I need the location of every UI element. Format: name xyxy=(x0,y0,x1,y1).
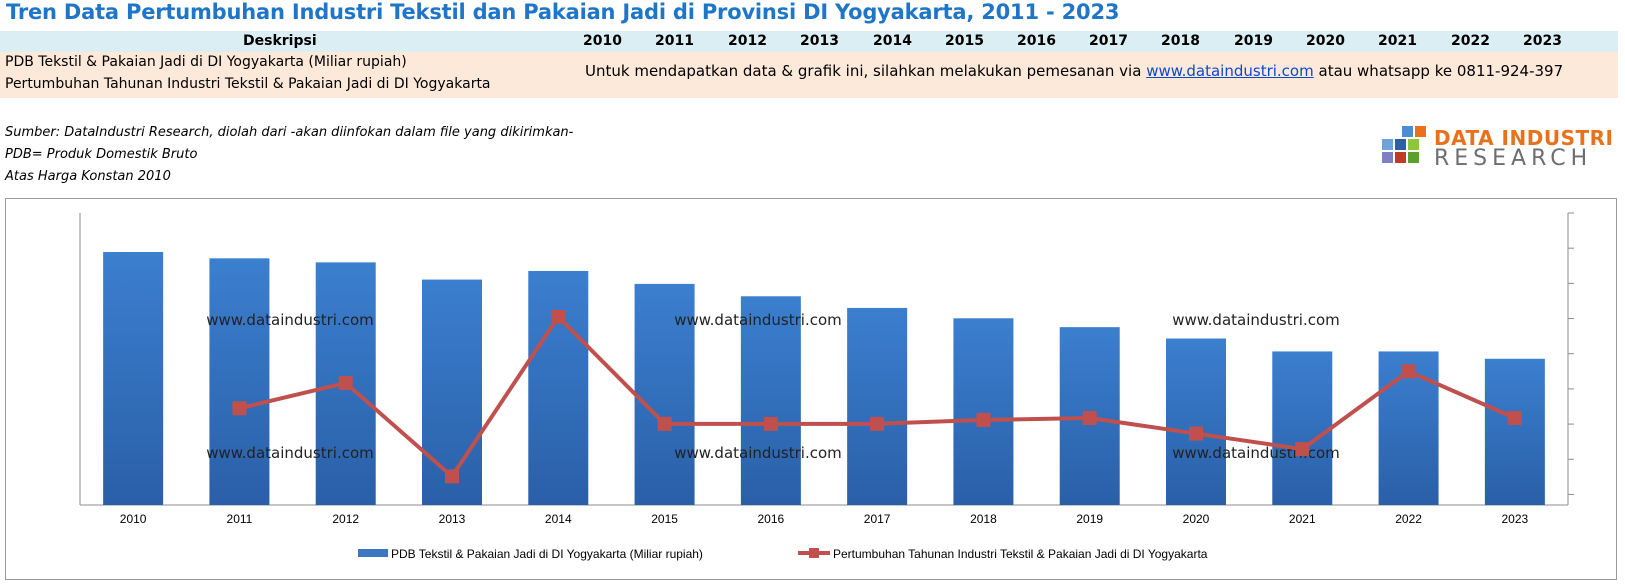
logo-text-top: DATA INDUSTRI xyxy=(1434,126,1614,150)
x-tick-label: 2012 xyxy=(332,512,359,526)
growth-point xyxy=(1507,410,1522,425)
table-data-rows: PDB Tekstil & Pakaian Jadi di DI Yogyaka… xyxy=(0,52,1618,98)
header-year: 2010 xyxy=(583,33,622,49)
watermark-text: www.dataindustri.com xyxy=(206,311,374,329)
page-title: Tren Data Pertumbuhan Industri Tekstil d… xyxy=(6,0,1120,24)
growth-point xyxy=(338,375,353,390)
header-year: 2017 xyxy=(1089,33,1128,49)
header-year: 2021 xyxy=(1378,33,1417,49)
growth-point xyxy=(1295,442,1310,457)
logo-text-bottom: RESEARCH xyxy=(1434,146,1593,171)
chart-container xyxy=(5,198,1617,580)
legend-label-pdb: PDB Tekstil & Pakaian Jadi di DI Yogyaka… xyxy=(391,547,703,561)
x-tick-label: 2010 xyxy=(120,512,147,526)
x-tick-label: 2015 xyxy=(651,512,678,526)
header-year: 2015 xyxy=(945,33,984,49)
price-basis-note: Atas Harga Konstan 2010 xyxy=(5,169,171,184)
x-tick-label: 2019 xyxy=(1076,512,1103,526)
x-tick-label: 2022 xyxy=(1395,512,1422,526)
header-year: 2014 xyxy=(873,33,912,49)
watermark-text: www.dataindustri.com xyxy=(1172,311,1340,329)
row-label-pertumbuhan: Pertumbuhan Tahunan Industri Tekstil & P… xyxy=(5,76,491,92)
bar-2017 xyxy=(847,307,908,505)
x-tick-label: 2013 xyxy=(439,512,466,526)
pdb-definition: PDB= Produk Domestik Bruto xyxy=(5,147,198,162)
growth-point xyxy=(1082,410,1097,425)
header-year: 2023 xyxy=(1523,33,1562,49)
header-year: 2019 xyxy=(1234,33,1273,49)
bar-2014 xyxy=(528,270,589,505)
growth-point xyxy=(232,401,247,416)
bar-2021 xyxy=(1272,351,1333,505)
x-tick-label: 2017 xyxy=(864,512,891,526)
watermark-text: www.dataindustri.com xyxy=(1172,444,1340,462)
watermark-text: www.dataindustri.com xyxy=(674,444,842,462)
header-year: 2013 xyxy=(800,33,839,49)
bar-2020 xyxy=(1166,338,1226,505)
x-tick-label: 2011 xyxy=(227,512,253,526)
x-tick-label: 2020 xyxy=(1183,512,1210,526)
legend-label-growth: Pertumbuhan Tahunan Industri Tekstil & P… xyxy=(833,547,1208,561)
bar-2015 xyxy=(634,283,695,505)
x-tick-label: 2016 xyxy=(758,512,785,526)
order-note: Untuk mendapatkan data & grafik ini, sil… xyxy=(585,62,1563,80)
bar-2023 xyxy=(1484,358,1545,505)
growth-point xyxy=(1189,426,1203,441)
logo-mosaic-icon xyxy=(1382,126,1426,163)
data-industri-logo: DATA INDUSTRI RESEARCH xyxy=(1382,126,1613,176)
bar-2016 xyxy=(740,296,801,505)
bar-2013 xyxy=(422,279,482,505)
bar-2018 xyxy=(953,318,1014,505)
header-year: 2011 xyxy=(655,33,694,49)
table-header-row: Deskripsi 2010 2011 2012 2013 2014 2015 … xyxy=(0,31,1618,52)
source-note: Sumber: DataIndustri Research, diolah da… xyxy=(5,125,574,140)
x-tick-label: 2023 xyxy=(1502,512,1529,526)
growth-point xyxy=(763,416,778,431)
header-year: 2022 xyxy=(1451,33,1490,49)
x-tick-label: 2018 xyxy=(970,512,997,526)
header-deskripsi: Deskripsi xyxy=(243,33,317,49)
order-note-prefix: Untuk mendapatkan data & grafik ini, sil… xyxy=(585,62,1147,80)
legend-line-marker xyxy=(809,548,819,558)
header-year: 2018 xyxy=(1161,33,1200,49)
bar-2011 xyxy=(209,258,270,505)
growth-point xyxy=(976,412,991,427)
order-note-suffix: atau whatsapp ke 0811-924-397 xyxy=(1313,62,1564,80)
header-year: 2020 xyxy=(1306,33,1345,49)
growth-point xyxy=(657,416,672,431)
growth-point xyxy=(551,309,566,324)
x-tick-label: 2014 xyxy=(545,512,572,526)
growth-point xyxy=(1401,364,1416,379)
header-year: 2012 xyxy=(728,33,767,49)
growth-point xyxy=(445,469,459,484)
dataindustri-link[interactable]: www.dataindustri.com xyxy=(1146,62,1314,80)
row-label-pdb: PDB Tekstil & Pakaian Jadi di DI Yogyaka… xyxy=(5,54,407,70)
watermark-text: www.dataindustri.com xyxy=(206,444,374,462)
header-year: 2016 xyxy=(1017,33,1056,49)
bar-2010 xyxy=(103,252,164,505)
watermark-text: www.dataindustri.com xyxy=(674,311,842,329)
x-tick-label: 2021 xyxy=(1289,512,1316,526)
growth-point xyxy=(870,416,885,431)
legend-bar-swatch xyxy=(358,549,388,557)
